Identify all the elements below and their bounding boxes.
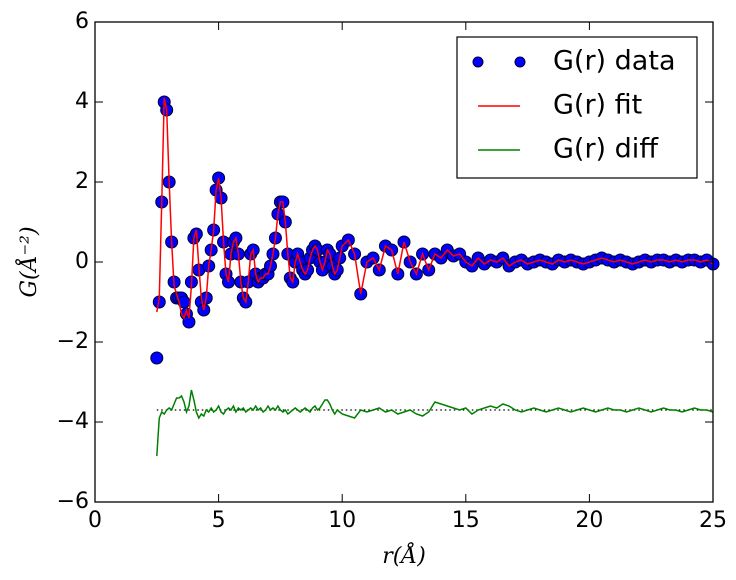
legend-box [456, 36, 698, 179]
x-tick-label: 0 [88, 508, 102, 533]
y-tick-label: 0 [75, 249, 89, 274]
x-tick-label: 20 [575, 508, 603, 533]
series-line [156, 389, 714, 457]
y-tick-label: −4 [57, 409, 89, 434]
legend-label: G(r) data [553, 46, 676, 77]
y-tick-label: 2 [75, 169, 89, 194]
x-tick-label: 15 [452, 508, 480, 533]
y-tick-label: 4 [75, 89, 89, 114]
legend-label: G(r) fit [553, 90, 642, 121]
y-tick-label: −6 [57, 489, 89, 514]
legend-marker [472, 56, 484, 68]
y-tick-label: −2 [57, 329, 89, 354]
x-axis-label: r(Å) [382, 541, 426, 569]
y-axis-label: G(Å⁻²) [14, 226, 42, 297]
legend-marker [514, 56, 526, 68]
legend-label: G(r) diff [553, 134, 659, 165]
y-tick-label: 6 [75, 9, 89, 34]
x-tick-label: 10 [328, 508, 356, 533]
data-point [150, 351, 164, 365]
series-line [156, 97, 714, 320]
x-tick-label: 5 [212, 508, 226, 533]
x-tick-label: 25 [699, 508, 727, 533]
